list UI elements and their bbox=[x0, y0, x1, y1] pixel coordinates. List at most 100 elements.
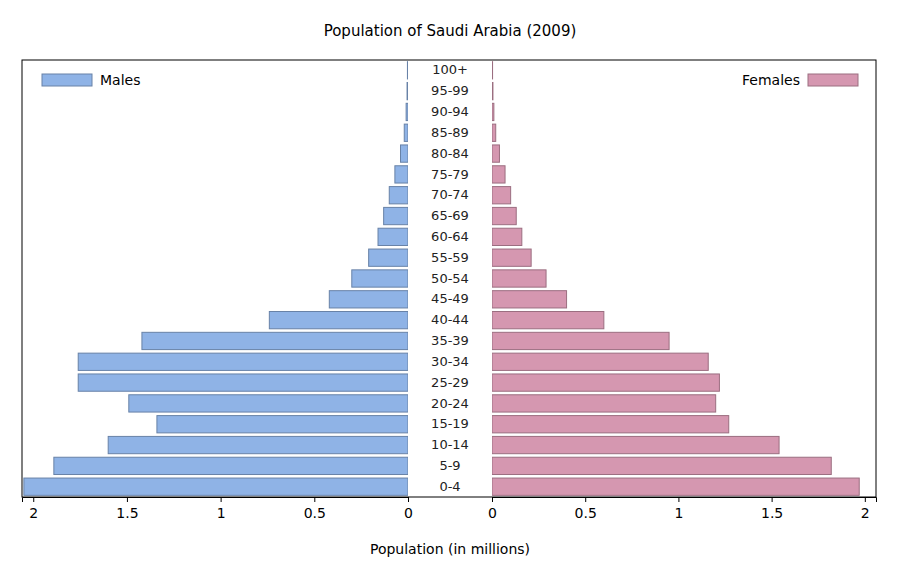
category-label: 80-84 bbox=[431, 146, 469, 161]
axis-line bbox=[493, 498, 877, 503]
bar bbox=[492, 395, 716, 412]
legend: Males Females bbox=[42, 72, 858, 88]
legend-label: Females bbox=[742, 72, 800, 88]
tick-mark bbox=[127, 497, 128, 502]
category-axis: 0-4 5-9 10-14 15-19 20-24 25-29 30-34 35-39 40-4… bbox=[431, 62, 469, 493]
tick-label: 0.5 bbox=[575, 505, 597, 521]
tick-mark bbox=[221, 497, 222, 502]
category-tick: 25-29 bbox=[431, 375, 469, 390]
x-axis: 0 0.5 1 1.5 2 bbox=[23, 497, 413, 521]
category-label: 95-99 bbox=[431, 83, 469, 98]
x-tick: 1.5 bbox=[116, 497, 138, 521]
category-tick: 95-99 bbox=[431, 83, 469, 98]
bar bbox=[401, 145, 408, 162]
category-tick: 40-44 bbox=[431, 312, 469, 327]
category-label: 15-19 bbox=[431, 416, 469, 431]
category-label: 55-59 bbox=[431, 250, 469, 265]
category-label: 75-79 bbox=[431, 167, 469, 182]
bar bbox=[492, 187, 511, 204]
tick-mark bbox=[314, 497, 315, 502]
legend-label: Males bbox=[100, 72, 140, 88]
category-tick: 20-24 bbox=[431, 396, 469, 411]
tick-label: 0 bbox=[404, 505, 413, 521]
tick-label: 1 bbox=[674, 505, 683, 521]
tick-label: 2 bbox=[861, 505, 870, 521]
category-tick: 35-39 bbox=[431, 333, 469, 348]
bar bbox=[142, 332, 408, 349]
category-tick: 75-79 bbox=[431, 167, 469, 182]
bar bbox=[404, 124, 408, 141]
tick-label: 1 bbox=[217, 505, 226, 521]
bar bbox=[492, 166, 505, 183]
x-tick: 1.5 bbox=[761, 497, 783, 521]
x-tick: 1 bbox=[217, 497, 226, 521]
category-tick: 60-64 bbox=[431, 229, 469, 244]
category-tick: 70-74 bbox=[431, 187, 469, 202]
tick-label: 0.5 bbox=[304, 505, 326, 521]
bar bbox=[492, 374, 719, 391]
tick-label: 2 bbox=[29, 505, 38, 521]
category-tick: 15-19 bbox=[431, 416, 469, 431]
x-tick: 0.5 bbox=[304, 497, 326, 521]
category-tick: 50-54 bbox=[431, 271, 469, 286]
tick-mark bbox=[678, 497, 679, 502]
bar bbox=[492, 103, 494, 120]
category-label: 25-29 bbox=[431, 375, 469, 390]
bar bbox=[492, 228, 522, 245]
category-tick: 80-84 bbox=[431, 146, 469, 161]
chart: Population of Saudi Arabia (2009) 0-4 5-9 1… bbox=[0, 0, 900, 580]
category-tick: 65-69 bbox=[431, 208, 469, 223]
bar bbox=[129, 395, 408, 412]
bar bbox=[492, 82, 493, 99]
bar bbox=[352, 270, 408, 287]
bar bbox=[492, 311, 604, 328]
category-label: 100+ bbox=[432, 62, 468, 77]
bar bbox=[78, 374, 408, 391]
bar bbox=[492, 270, 546, 287]
legend-swatch bbox=[808, 74, 858, 86]
tick-label: 1.5 bbox=[116, 505, 138, 521]
bar bbox=[24, 478, 408, 495]
plot-frame bbox=[22, 60, 876, 497]
x-tick: 2 bbox=[861, 497, 870, 521]
bar bbox=[407, 82, 408, 99]
category-tick: 85-89 bbox=[431, 125, 469, 140]
bar bbox=[492, 457, 831, 474]
legend-swatch bbox=[42, 74, 92, 86]
bar bbox=[329, 291, 408, 308]
bar bbox=[492, 207, 516, 224]
x-tick: 0 bbox=[488, 497, 497, 521]
bar bbox=[406, 103, 408, 120]
bar bbox=[492, 436, 779, 453]
bar bbox=[378, 228, 408, 245]
category-label: 20-24 bbox=[431, 396, 469, 411]
bar bbox=[407, 62, 408, 79]
x-tick: 0 bbox=[404, 497, 413, 521]
title: Population of Saudi Arabia (2009) bbox=[324, 22, 577, 40]
category-tick: 0-4 bbox=[439, 479, 460, 494]
category-label: 45-49 bbox=[431, 291, 469, 306]
bar bbox=[389, 187, 408, 204]
category-tick: 5-9 bbox=[439, 458, 460, 473]
category-tick: 90-94 bbox=[431, 104, 469, 119]
tick-label: 0 bbox=[488, 505, 497, 521]
tick-mark bbox=[865, 497, 866, 502]
bar bbox=[78, 353, 408, 370]
tick-mark bbox=[408, 497, 409, 502]
category-label: 30-34 bbox=[431, 354, 469, 369]
category-label: 65-69 bbox=[431, 208, 469, 223]
bar bbox=[54, 457, 408, 474]
category-label: 40-44 bbox=[431, 312, 469, 327]
tick-mark bbox=[772, 497, 773, 502]
category-tick: 10-14 bbox=[431, 437, 469, 452]
category-label: 70-74 bbox=[431, 187, 469, 202]
bar bbox=[492, 145, 499, 162]
bar bbox=[395, 166, 408, 183]
x-tick: 2 bbox=[29, 497, 38, 521]
bar bbox=[492, 124, 496, 141]
category-label: 90-94 bbox=[431, 104, 469, 119]
bars-right bbox=[492, 62, 859, 496]
bar bbox=[492, 291, 567, 308]
category-tick: 100+ bbox=[432, 62, 468, 77]
bar bbox=[384, 207, 408, 224]
